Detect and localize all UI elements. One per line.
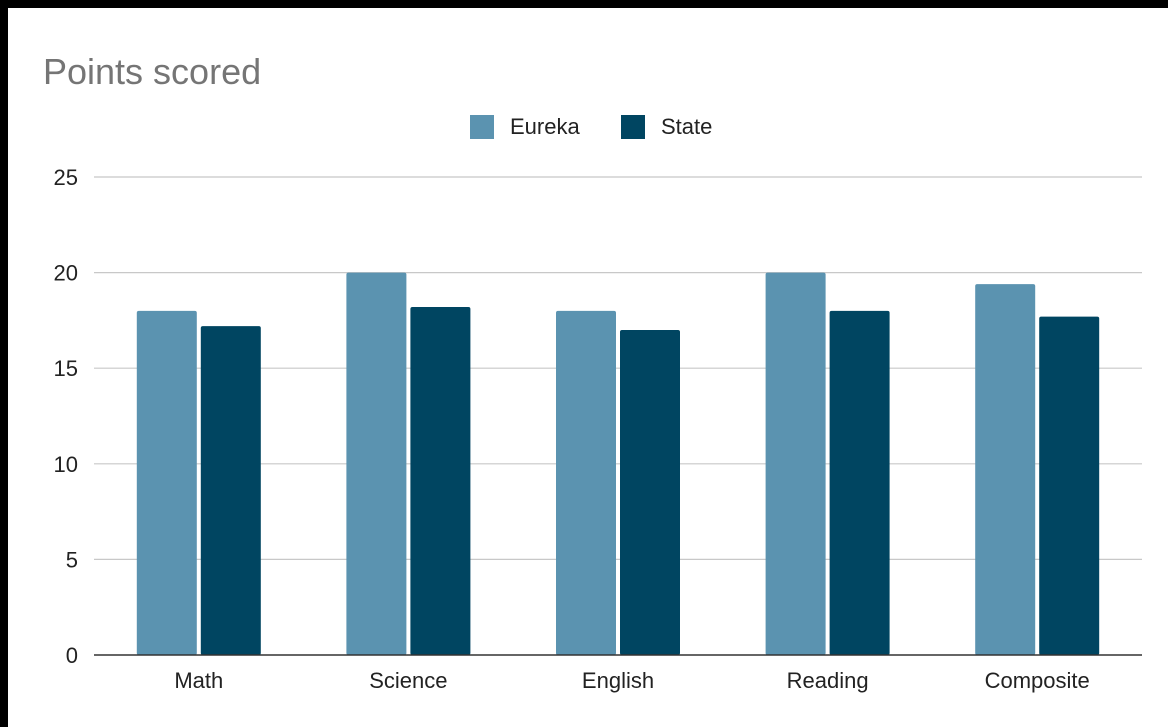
x-tick-label: Composite [985, 668, 1090, 693]
bar-state-reading [829, 310, 890, 655]
bar-state-math [200, 326, 261, 655]
legend-swatch-state [621, 115, 645, 139]
bar-eureka-composite [975, 284, 1036, 655]
bar-eureka-science [346, 272, 407, 655]
x-tick-label: Science [369, 668, 447, 693]
chart-svg: Points scored Eureka State 0 5 10 15 20 25 Ma… [43, 51, 1142, 693]
y-tick-label: 25 [54, 165, 78, 190]
y-tick-label: 5 [66, 547, 78, 572]
x-tick-label: Reading [787, 668, 869, 693]
legend-swatch-eureka [470, 115, 494, 139]
x-axis-ticks: Math Science English Reading Composite [174, 668, 1089, 693]
bar-eureka-reading [765, 272, 826, 655]
y-tick-label: 15 [54, 356, 78, 381]
bars [136, 272, 1100, 655]
y-tick-label: 10 [54, 452, 78, 477]
chart-title: Points scored [43, 51, 261, 92]
bar-eureka-english [556, 310, 616, 655]
y-tick-label: 20 [54, 261, 78, 286]
y-axis-ticks: 0 5 10 15 20 25 [54, 165, 78, 668]
bar-eureka-math [136, 310, 197, 655]
x-tick-label: English [582, 668, 654, 693]
y-tick-label: 0 [66, 643, 78, 668]
legend-label-state: State [661, 114, 712, 139]
bar-state-science [410, 307, 471, 655]
chart-panel: Points scored Eureka State 0 5 10 15 20 25 Ma… [8, 8, 1168, 727]
x-tick-label: Math [174, 668, 223, 693]
bar-state-english [620, 329, 680, 655]
legend-label-eureka: Eureka [510, 114, 580, 139]
legend: Eureka State [470, 114, 712, 139]
bar-state-composite [1039, 316, 1100, 655]
gridlines [94, 176, 1142, 561]
